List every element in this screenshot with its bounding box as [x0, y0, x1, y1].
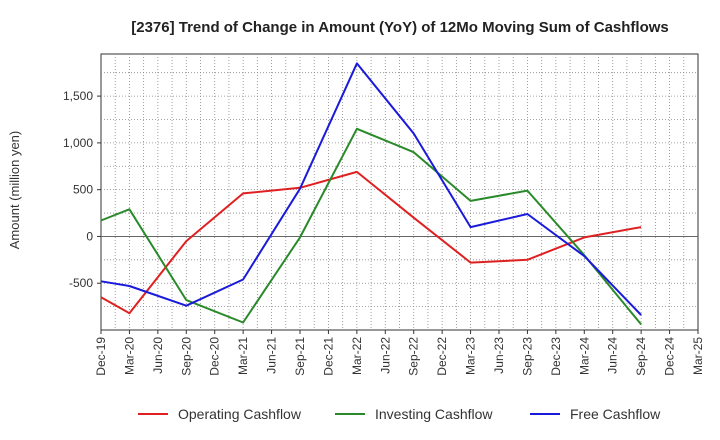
y-tick-label: -500 — [69, 276, 93, 290]
x-tick-label: Jun-24 — [606, 337, 620, 374]
x-tick-label: Sep-21 — [293, 337, 307, 376]
y-tick-label: 0 — [86, 229, 93, 243]
operating-cashflow-line — [100, 170, 642, 315]
free-cashflow-line — [100, 62, 642, 316]
legend-item-operating-cashflow: Operating Cashflow — [138, 406, 302, 422]
axes: -500 0 500 1,000 1,500 Dec-19 Mar-20 Jun-20 Sep-… — [63, 89, 705, 376]
x-tick-label: Jun-20 — [151, 337, 165, 374]
chart-title: [2376] Trend of Change in Amount (YoY) o… — [131, 19, 669, 36]
x-tick-label: Jun-22 — [378, 337, 392, 374]
y-tick-label: 500 — [73, 183, 93, 197]
x-tick-label: Dec-19 — [94, 337, 108, 376]
x-tick-label: Jun-23 — [492, 337, 506, 374]
x-tick-label: Sep-24 — [634, 337, 648, 376]
legend-item-free-cashflow: Free Cashflow — [530, 406, 661, 422]
y-axis-label: Amount (million yen) — [7, 131, 22, 250]
legend-label: Investing Cashflow — [375, 406, 493, 422]
x-tick-label: Dec-22 — [435, 337, 449, 376]
y-tick-label: 1,000 — [63, 136, 93, 150]
legend-label: Operating Cashflow — [178, 406, 302, 422]
x-tick-label: Sep-23 — [520, 337, 534, 376]
x-tick-label: Sep-22 — [407, 337, 421, 376]
investing-cashflow-line — [100, 127, 642, 326]
legend-item-investing-cashflow: Investing Cashflow — [335, 406, 493, 422]
series — [100, 62, 642, 326]
legend: Operating Cashflow Investing Cashflow Free… — [138, 406, 661, 422]
x-tick-label: Mar-23 — [464, 337, 478, 375]
x-tick-label: Mar-22 — [350, 337, 364, 375]
y-tick-label: 1,500 — [63, 89, 93, 103]
x-tick-label: Jun-21 — [265, 337, 279, 374]
x-tick-label: Sep-20 — [179, 337, 193, 376]
x-tick-label: Dec-21 — [321, 337, 335, 376]
legend-label: Free Cashflow — [570, 406, 661, 422]
x-tick-label: Mar-21 — [236, 337, 250, 375]
x-tick-label: Dec-23 — [549, 337, 563, 376]
x-tick-label: Mar-20 — [122, 337, 136, 375]
x-tick-label: Dec-24 — [663, 337, 677, 376]
x-tick-label: Dec-20 — [208, 337, 222, 376]
x-tick-label: Mar-24 — [577, 337, 591, 375]
grid — [101, 54, 698, 330]
x-tick-label: Mar-25 — [691, 337, 705, 375]
